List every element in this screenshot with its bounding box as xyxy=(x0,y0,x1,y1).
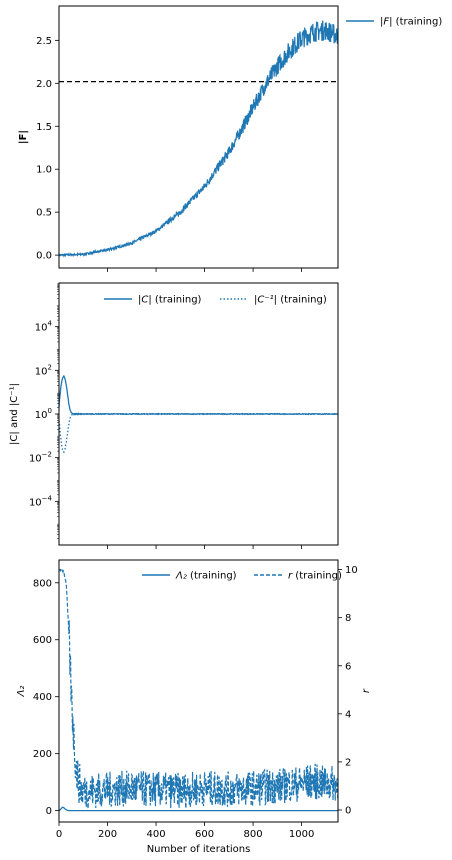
series-Cinv-line xyxy=(59,412,338,454)
legend-F-label: |F| (training) xyxy=(380,17,442,28)
series-F-line xyxy=(59,20,338,259)
bot-y-label: Λ₂ xyxy=(16,686,27,698)
legend-r: r (training) xyxy=(254,571,342,582)
bot-x-tick-label-3: 600 xyxy=(195,829,214,840)
top-y-tick-label-2: 1.0 xyxy=(36,165,52,176)
bot-yr-tick-label-0: 0 xyxy=(345,805,351,816)
mid-y-tick-label-4: 104 xyxy=(35,320,53,334)
bot-x-tick-label-0: 0 xyxy=(56,829,62,840)
legend-C: |C| (training) xyxy=(104,295,202,306)
panel-top-frame xyxy=(58,5,339,269)
legend-F: |F| (training) xyxy=(346,17,442,28)
mid-y-tick-label-1: 10−2 xyxy=(29,451,52,465)
mid-y-tick-label-2: 100 xyxy=(35,407,52,421)
mid-y-tick-label-0: 10−4 xyxy=(29,494,53,508)
bot-y-tick-label-4: 800 xyxy=(33,578,52,589)
mid-y-label: |C| and |C⁻¹| xyxy=(9,383,20,445)
top-y-label: |F| xyxy=(18,130,29,144)
series-lambda2-line xyxy=(59,806,338,812)
legend-lambda2: Λ₂ (training) xyxy=(142,571,237,582)
legend-Cinv-label: |C⁻¹| (training) xyxy=(254,295,327,306)
legend-r-label: r (training) xyxy=(288,571,342,582)
bot-y-right-label: r xyxy=(361,688,372,693)
bot-x-tick-label-2: 400 xyxy=(146,829,165,840)
top-y-tick-label-1: 0.5 xyxy=(36,208,52,219)
legend-Cinv: |C⁻¹| (training) xyxy=(220,295,327,306)
series-r-line xyxy=(59,568,338,809)
legend-lambda2-label: Λ₂ (training) xyxy=(175,571,237,582)
bot-yr-tick-label-3: 6 xyxy=(345,661,351,672)
bot-y-tick-label-2: 400 xyxy=(33,692,52,703)
mid-y-tick-label-3: 102 xyxy=(35,363,52,377)
series-C-line xyxy=(59,374,338,416)
top-y-tick-label-0: 0.0 xyxy=(36,251,52,262)
bot-x-tick-label-1: 200 xyxy=(98,829,117,840)
panel-bottom-frame xyxy=(58,559,339,823)
top-y-tick-label-3: 1.5 xyxy=(36,122,52,133)
bot-yr-tick-label-4: 8 xyxy=(345,613,351,624)
bot-yr-tick-label-1: 2 xyxy=(345,757,351,768)
top-y-tick-label-4: 2.0 xyxy=(36,79,52,90)
bot-x-tick-label-5: 1000 xyxy=(289,829,314,840)
bot-yr-tick-label-2: 4 xyxy=(345,709,351,720)
bot-y-tick-label-1: 200 xyxy=(33,749,52,760)
bot-x-tick-label-4: 800 xyxy=(244,829,263,840)
top-y-tick-label-5: 2.5 xyxy=(36,36,52,47)
legend-C-label: |C| (training) xyxy=(138,295,202,306)
bot-y-tick-label-3: 600 xyxy=(33,635,52,646)
bot-yr-tick-label-5: 10 xyxy=(345,565,358,576)
bot-y-tick-label-0: 0 xyxy=(46,806,52,817)
x-axis-label: Number of iterations xyxy=(147,844,251,855)
